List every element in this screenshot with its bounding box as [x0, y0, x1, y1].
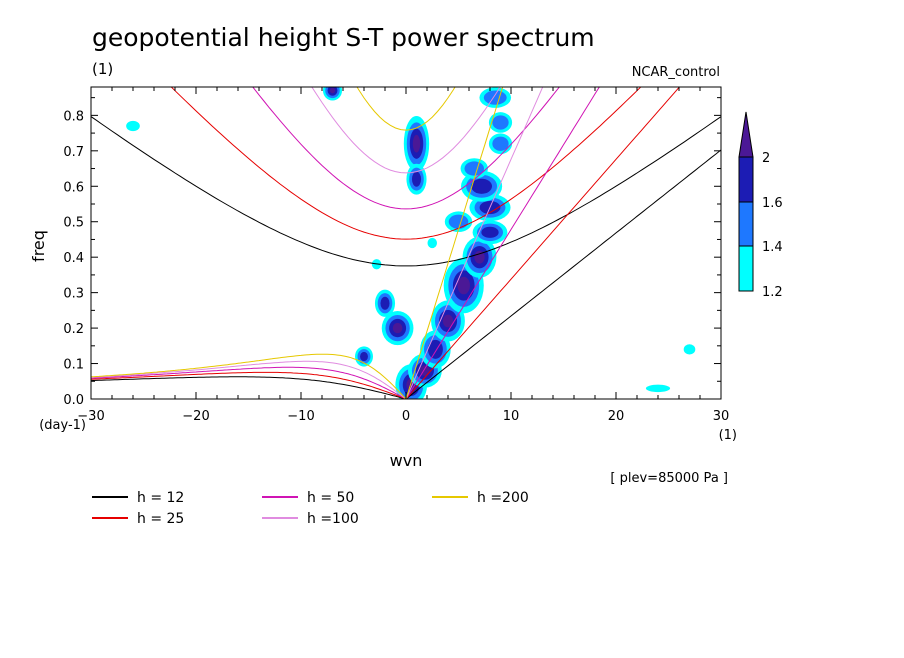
kelvin-wave-curve: [405, 87, 681, 399]
y-tick-label: 0.4: [63, 251, 84, 266]
power-blob: [355, 346, 373, 367]
power-blob: [488, 112, 513, 133]
y-tick-label: 0.0: [63, 393, 84, 408]
gravity-wave-curve: [311, 87, 501, 174]
x-axis-unit: (1): [719, 428, 737, 443]
dispersion-curves: [91, 87, 721, 399]
rossby-wave-curve: [91, 360, 407, 399]
power-blob: [460, 158, 488, 179]
colorbar-label: 1.6: [762, 196, 783, 211]
gravity-wave-curve: [91, 116, 721, 267]
x-axis: −30 −20 −10 0 10 20 30: [77, 87, 729, 424]
rossby-wave-curve: [91, 366, 407, 399]
gravity-wave-curve: [170, 87, 642, 240]
power-blob: [381, 311, 414, 346]
power-blob: [488, 133, 513, 155]
y-tick-label: 0.7: [63, 145, 84, 160]
y-axis-label: freq: [29, 230, 48, 262]
curve-legend: h = 12 h = 25 h = 50 h =100 h =200: [92, 490, 529, 527]
run-label: NCAR_control: [632, 65, 720, 80]
colorbar: 1.2 1.4 1.6 2: [738, 111, 783, 300]
x-tick-label: 10: [503, 409, 520, 424]
colorbar-label: 2: [762, 151, 770, 166]
kelvin-wave-curve: [405, 87, 600, 399]
power-blob: [126, 120, 140, 132]
kelvin-wave-curve: [405, 87, 544, 399]
kelvin-wave-curve: [405, 87, 504, 399]
power-blob: [645, 384, 671, 393]
power-blob: [683, 344, 696, 355]
gravity-wave-curve: [252, 87, 560, 210]
level-note: [ plev=85000 Pa ]: [610, 471, 728, 486]
gravity-wave-curve: [356, 87, 456, 131]
y-axis-unit: (day-1): [39, 418, 86, 433]
rossby-wave-curve: [91, 353, 407, 399]
y-tick-label: 0.6: [63, 180, 84, 195]
x-tick-label: 20: [608, 409, 625, 424]
power-blob: [462, 236, 497, 278]
chart-subtitle: (1): [92, 60, 113, 78]
legend-label: h = 12: [137, 490, 184, 506]
rossby-wave-curve: [91, 371, 407, 399]
x-tick-label: −30: [77, 409, 104, 424]
y-tick-label: 0.5: [63, 216, 84, 231]
legend-label: h = 25: [137, 511, 184, 527]
legend-label: h = 50: [307, 490, 354, 506]
y-tick-label: 0.8: [63, 109, 84, 124]
y-tick-label: 0.3: [63, 287, 84, 302]
legend-label: h =100: [307, 511, 359, 527]
power-blob: [403, 116, 430, 172]
chart-title: geopotential height S-T power spectrum: [92, 23, 595, 52]
power-blob: [472, 220, 508, 245]
x-axis-label: wvn: [390, 451, 423, 470]
y-axis: 0.0 0.1 0.2 0.3 0.4 0.5 0.6 0.7 0.8: [63, 97, 721, 408]
power-blob: [420, 330, 451, 369]
colorbar-label: 1.2: [762, 285, 783, 300]
power-blob: [406, 163, 427, 195]
kelvin-wave-curve: [405, 149, 721, 399]
power-blob: [374, 289, 396, 317]
rossby-wave-curve: [91, 376, 407, 399]
legend-label: h =200: [477, 490, 529, 506]
x-tick-label: 0: [402, 409, 410, 424]
x-tick-label: 30: [713, 409, 730, 424]
power-blob: [322, 87, 343, 101]
power-blob: [444, 211, 473, 233]
x-tick-label: −20: [182, 409, 209, 424]
y-tick-label: 0.2: [63, 322, 84, 337]
power-blob: [479, 87, 512, 108]
x-tick-label: −10: [287, 409, 314, 424]
y-tick-label: 0.1: [63, 358, 84, 373]
colorbar-label: 1.4: [762, 240, 783, 255]
power-blob: [427, 237, 437, 249]
